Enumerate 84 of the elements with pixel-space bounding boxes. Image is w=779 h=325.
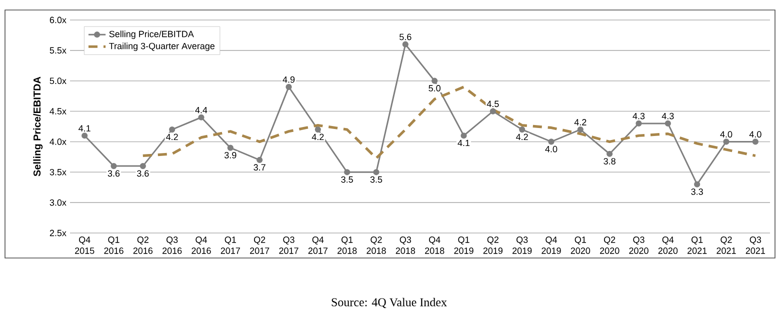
x-tick-label: Q3 2018 — [396, 236, 416, 254]
x-tick-label: Q1 2018 — [338, 236, 357, 254]
point — [664, 120, 671, 127]
data-label: 3.8 — [604, 158, 616, 164]
x-tick-label: Q4 2016 — [192, 236, 211, 254]
x-tick-label: Q2 2020 — [600, 236, 620, 254]
x-tick-label: Q3 2021 — [746, 236, 765, 254]
point — [636, 120, 642, 127]
point — [314, 126, 321, 133]
point — [82, 132, 88, 139]
point — [169, 126, 176, 133]
y-tick-label: 6.0x — [50, 16, 66, 24]
point — [402, 41, 408, 48]
legend-label: Selling Price/EBITDA — [109, 30, 194, 39]
x-tick-label: Q4 2020 — [658, 236, 678, 254]
x-tick-label: Q3 2019 — [512, 236, 532, 254]
data-label: 4.2 — [516, 134, 528, 140]
point — [490, 108, 496, 114]
x-tick-label: Q3 2020 — [629, 236, 648, 254]
y-tick-label: 3.0x — [50, 199, 66, 206]
data-label: 4.0 — [749, 131, 762, 138]
x-tick-label: Q1 2020 — [570, 236, 590, 254]
data-label: 4.9 — [282, 76, 295, 83]
point — [577, 126, 584, 133]
point — [723, 138, 730, 145]
data-label: 4.4 — [195, 106, 208, 114]
point — [432, 78, 438, 84]
data-label: 4.1 — [78, 125, 90, 132]
y-tick-label: 5.5x — [50, 47, 66, 54]
point — [694, 181, 700, 188]
x-tick-label: Q1 2016 — [104, 236, 124, 254]
point — [110, 163, 117, 170]
point — [140, 163, 146, 170]
point — [227, 144, 234, 151]
point — [286, 84, 292, 90]
point — [256, 156, 263, 164]
point — [344, 169, 350, 176]
point — [198, 114, 204, 120]
data-label: 4.0 — [720, 131, 732, 138]
x-tick-label: Q1 2019 — [454, 236, 474, 254]
y-axis-title: Selling Price/EBITDA — [33, 76, 43, 176]
x-tick-label: Q1 2021 — [688, 236, 707, 254]
y-tick-label: 4.0x — [50, 138, 66, 145]
data-label: 4.5 — [486, 100, 499, 108]
data-label: 3.5 — [370, 176, 382, 183]
y-tick-label: 3.5x — [50, 168, 66, 176]
y-tick-label: 4.5x — [50, 108, 66, 114]
y-tick-label: 2.5x — [50, 230, 66, 236]
data-label: 3.5 — [341, 176, 353, 183]
data-label: 3.6 — [108, 170, 120, 177]
data-label: 3.3 — [691, 188, 703, 195]
data-label: 4.1 — [458, 140, 470, 146]
source-note: Source: 4Q Value Index — [332, 298, 447, 308]
point — [752, 138, 758, 145]
data-label: 4.0 — [545, 146, 558, 152]
x-tick-label: Q3 2017 — [279, 236, 298, 254]
point — [548, 138, 554, 145]
x-tick-label: Q4 2015 — [75, 236, 94, 254]
x-tick-label: Q2 2017 — [250, 236, 270, 254]
x-tick-label: Q2 2019 — [483, 236, 503, 254]
x-tick-label: Q3 2016 — [162, 236, 182, 254]
y-tick-label: 5.0x — [50, 78, 66, 84]
data-label: 4.2 — [166, 134, 178, 140]
point — [460, 132, 467, 139]
point — [373, 169, 380, 176]
point — [519, 126, 526, 133]
data-label: 4.3 — [662, 112, 674, 120]
data-label: 5.6 — [400, 34, 412, 40]
legend-label: Trailing 3-Quarter Average — [109, 42, 215, 51]
x-tick-label: Q1 2017 — [220, 236, 240, 254]
x-tick-label: Q2 2021 — [716, 236, 736, 254]
data-label: 3.6 — [137, 170, 149, 177]
x-tick-label: Q4 2017 — [308, 236, 328, 254]
data-label: 4.2 — [312, 134, 324, 140]
point — [606, 150, 613, 157]
x-tick-label: Q4 2018 — [425, 236, 444, 254]
x-tick-label: Q4 2019 — [542, 236, 561, 254]
data-label: 3.9 — [224, 152, 236, 158]
data-label: 5.0 — [428, 85, 440, 92]
data-label: 4.3 — [632, 112, 645, 120]
x-tick-label: Q2 2018 — [366, 236, 386, 254]
data-label: 4.2 — [574, 119, 586, 126]
x-tick-label: Q2 2016 — [133, 236, 153, 254]
data-label: 3.7 — [254, 164, 266, 171]
